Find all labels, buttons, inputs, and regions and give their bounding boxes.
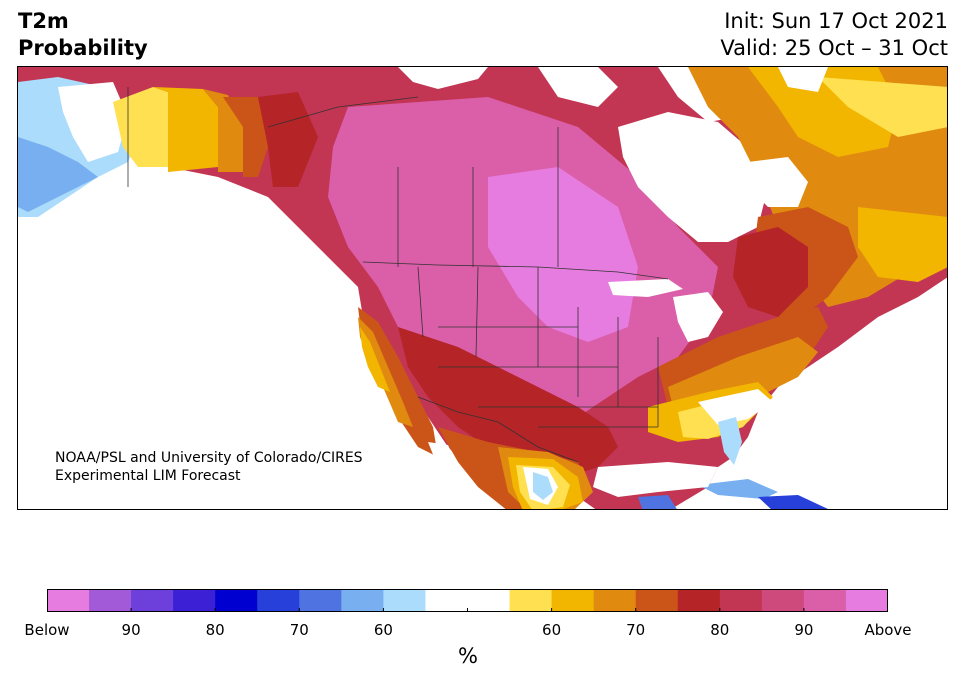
alaska-blue-coast	[18, 137, 98, 212]
variable-title: T2m	[18, 9, 69, 33]
colorbar-swatch-5	[257, 589, 300, 612]
mexico-border	[417, 396, 579, 463]
colorbar-swatch-4	[215, 589, 258, 612]
colorbar-tick-label: 90	[794, 621, 814, 639]
colorbar-swatch-9	[425, 589, 511, 612]
cuba-blue	[698, 479, 778, 499]
yukon-orange	[203, 89, 248, 172]
central-above-strong	[488, 167, 638, 342]
colorbar-swatch-6	[299, 589, 342, 612]
westcoast-gold	[360, 327, 390, 392]
valid-range: Valid: 25 Oct – 31 Oct	[720, 36, 948, 60]
nwt-darkred	[258, 92, 318, 187]
colorbar-tick-label: Below	[24, 621, 70, 639]
alaska-white	[58, 82, 128, 162]
colorbar-swatch-18	[845, 589, 888, 612]
arctic-water-2	[538, 67, 618, 107]
colorbar-swatch-14	[677, 589, 721, 612]
state-lines	[417, 266, 659, 428]
colorbar-unit: %	[458, 644, 478, 668]
colorbar-tick-label: 70	[626, 621, 646, 639]
colorbar-swatch-13	[635, 589, 679, 612]
colorbar-swatch-17	[803, 589, 847, 612]
colorbar-swatch-15	[719, 589, 763, 612]
yucatan-blue	[638, 495, 677, 509]
colorbar-swatch-2	[131, 589, 174, 612]
boundary-lines	[127, 87, 669, 463]
maritimes-gold	[858, 207, 947, 282]
colorbar	[47, 589, 888, 612]
colorbar-tick-label: 60	[373, 621, 393, 639]
mexico-blue	[533, 472, 553, 500]
gulf-california	[428, 442, 463, 492]
quebec-darkred	[733, 227, 808, 317]
gulf-mexico	[593, 462, 718, 497]
colorbar-svg	[47, 589, 888, 612]
colorbar-tick-label: 60	[542, 621, 562, 639]
florida-blue	[718, 417, 742, 465]
probability-map	[18, 67, 947, 509]
colorbar-swatch-3	[173, 589, 216, 612]
arctic-water-1	[398, 67, 488, 89]
greenland-white	[778, 67, 828, 92]
colorbar-swatch-1	[89, 589, 132, 612]
colorbar-swatch-10	[509, 589, 553, 612]
init-date: Init: Sun 17 Oct 2021	[724, 9, 948, 33]
nwt-rust	[223, 97, 268, 177]
credit-line-1: NOAA/PSL and University of Colorado/CIRE…	[55, 450, 363, 466]
hudson-bay	[618, 112, 768, 242]
ne-yellow	[818, 77, 947, 137]
title-right: Init: Sun 17 Oct 2021 Valid: 25 Oct – 31…	[720, 8, 948, 62]
title-left: T2m Probability	[18, 8, 148, 62]
colorbar-swatch-8	[383, 589, 426, 612]
colorbar-tick-label: 80	[710, 621, 730, 639]
lake-superior	[608, 279, 683, 297]
yukon-gold	[153, 87, 218, 172]
colorbar-swatch-12	[593, 589, 637, 612]
southwest-darkred	[398, 327, 618, 477]
colorbar-swatch-11	[551, 589, 595, 612]
colorbar-swatch-0	[47, 589, 90, 612]
colorbar-tick-label: 70	[289, 621, 309, 639]
southeast-white	[698, 389, 773, 425]
credit-text: NOAA/PSL and University of Colorado/CIRE…	[55, 449, 363, 485]
colorbar-swatch-16	[761, 589, 805, 612]
map-panel	[17, 66, 948, 510]
westcoast-orange	[358, 317, 413, 427]
hispaniola-blue	[758, 495, 828, 509]
colorbar-tick-label: Above	[864, 621, 912, 639]
colorbar-tick-label: 80	[205, 621, 225, 639]
yukon-yellow	[113, 87, 168, 167]
shading-layer	[18, 67, 947, 509]
province-lines	[267, 96, 559, 267]
ungava-white	[748, 157, 808, 207]
credit-line-2: Experimental LIM Forecast	[55, 468, 241, 484]
product-title: Probability	[18, 36, 148, 60]
lake-michigan-huron	[673, 292, 723, 342]
colorbar-tick-label: 90	[121, 621, 141, 639]
colorbar-swatch-7	[341, 589, 384, 612]
